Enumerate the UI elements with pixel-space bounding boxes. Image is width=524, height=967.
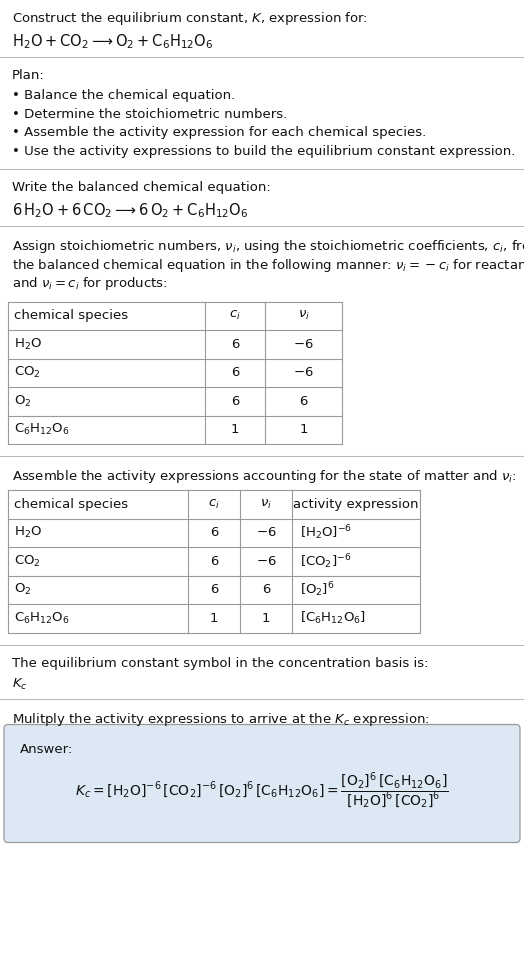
Text: Plan:: Plan:	[12, 69, 45, 82]
Text: $c_i$: $c_i$	[208, 498, 220, 511]
Text: $\mathrm{CO_2}$: $\mathrm{CO_2}$	[14, 366, 41, 380]
Text: activity expression: activity expression	[293, 498, 419, 511]
Text: $[\mathrm{O_2}]^{6}$: $[\mathrm{O_2}]^{6}$	[300, 580, 334, 600]
Text: $[\mathrm{CO_2}]^{-6}$: $[\mathrm{CO_2}]^{-6}$	[300, 552, 352, 571]
Text: Assemble the activity expressions accounting for the state of matter and $\nu_i$: Assemble the activity expressions accoun…	[12, 468, 517, 485]
Text: $-6$: $-6$	[256, 526, 276, 540]
Text: The equilibrium constant symbol in the concentration basis is:: The equilibrium constant symbol in the c…	[12, 657, 429, 669]
Text: 6: 6	[231, 337, 239, 351]
Text: 1: 1	[210, 612, 219, 625]
Text: $[\mathrm{C_6H_{12}O_6}]$: $[\mathrm{C_6H_{12}O_6}]$	[300, 610, 366, 627]
Text: $K_c$: $K_c$	[12, 677, 28, 691]
Text: $[\mathrm{H_2O}]^{-6}$: $[\mathrm{H_2O}]^{-6}$	[300, 523, 352, 542]
Text: $-6$: $-6$	[293, 366, 314, 379]
Text: 6: 6	[210, 555, 218, 568]
Text: $\mathrm{C_6H_{12}O_6}$: $\mathrm{C_6H_{12}O_6}$	[14, 611, 70, 626]
Text: 6: 6	[210, 583, 218, 597]
Text: $K_c = [\mathrm{H_2O}]^{-6}\,[\mathrm{CO_2}]^{-6}\,[\mathrm{O_2}]^{6}\,[\mathrm{: $K_c = [\mathrm{H_2O}]^{-6}\,[\mathrm{CO…	[75, 771, 449, 810]
FancyBboxPatch shape	[4, 724, 520, 842]
Text: 6: 6	[262, 583, 270, 597]
Text: $\mathrm{H_2O}$: $\mathrm{H_2O}$	[14, 337, 42, 352]
Text: $\mathrm{C_6H_{12}O_6}$: $\mathrm{C_6H_{12}O_6}$	[14, 423, 70, 437]
Text: 1: 1	[262, 612, 270, 625]
Text: $\mathrm{H_2O + CO_2 \longrightarrow O_2 + C_6H_{12}O_6}$: $\mathrm{H_2O + CO_2 \longrightarrow O_2…	[12, 32, 213, 50]
Text: 6: 6	[231, 366, 239, 379]
Text: 1: 1	[231, 424, 239, 436]
Text: the balanced chemical equation in the following manner: $\nu_i = -c_i$ for react: the balanced chemical equation in the fo…	[12, 256, 524, 274]
Text: 1: 1	[299, 424, 308, 436]
Text: • Use the activity expressions to build the equilibrium constant expression.: • Use the activity expressions to build …	[12, 144, 516, 158]
Text: $c_i$: $c_i$	[229, 309, 241, 322]
Text: $-6$: $-6$	[256, 555, 276, 568]
Text: $-6$: $-6$	[293, 337, 314, 351]
Text: 6: 6	[299, 395, 308, 408]
Text: $\mathrm{O_2}$: $\mathrm{O_2}$	[14, 582, 31, 598]
Text: chemical species: chemical species	[14, 498, 128, 511]
Text: $\mathrm{H_2O}$: $\mathrm{H_2O}$	[14, 525, 42, 541]
Text: 6: 6	[231, 395, 239, 408]
Text: • Assemble the activity expression for each chemical species.: • Assemble the activity expression for e…	[12, 126, 426, 139]
Text: • Balance the chemical equation.: • Balance the chemical equation.	[12, 89, 235, 102]
Text: 6: 6	[210, 526, 218, 540]
Text: Write the balanced chemical equation:: Write the balanced chemical equation:	[12, 181, 271, 194]
Text: $\mathrm{6\,H_2O + 6\,CO_2 \longrightarrow 6\,O_2 + C_6H_{12}O_6}$: $\mathrm{6\,H_2O + 6\,CO_2 \longrightarr…	[12, 201, 248, 220]
Text: $\nu_i$: $\nu_i$	[298, 309, 310, 322]
Text: $\mathrm{CO_2}$: $\mathrm{CO_2}$	[14, 554, 41, 569]
Text: and $\nu_i = c_i$ for products:: and $\nu_i = c_i$ for products:	[12, 275, 168, 292]
Text: • Determine the stoichiometric numbers.: • Determine the stoichiometric numbers.	[12, 107, 287, 121]
Text: Assign stoichiometric numbers, $\nu_i$, using the stoichiometric coefficients, $: Assign stoichiometric numbers, $\nu_i$, …	[12, 238, 524, 255]
Text: chemical species: chemical species	[14, 309, 128, 322]
Text: Mulitply the activity expressions to arrive at the $K_c$ expression:: Mulitply the activity expressions to arr…	[12, 711, 430, 727]
Text: Construct the equilibrium constant, $K$, expression for:: Construct the equilibrium constant, $K$,…	[12, 10, 368, 27]
Text: $\nu_i$: $\nu_i$	[260, 498, 272, 511]
Text: Answer:: Answer:	[20, 743, 73, 755]
Text: $\mathrm{O_2}$: $\mathrm{O_2}$	[14, 394, 31, 409]
